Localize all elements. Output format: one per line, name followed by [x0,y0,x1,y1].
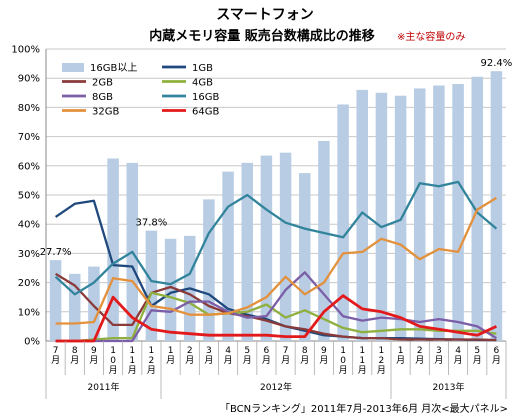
bar [490,71,503,341]
bar [145,230,158,341]
series-line [55,272,497,342]
y-tick-label: 30% [18,249,40,260]
bar [107,158,119,341]
series-line [55,294,497,343]
series-line [55,291,497,343]
y-tick-label: 80% [18,103,40,114]
legend-label: 16GB以上 [90,62,137,74]
legend-label: 4GB [192,78,213,89]
bar [318,140,330,341]
bar [433,85,445,341]
year-label: 2011年 [88,381,120,393]
series-line [55,196,498,325]
legend-label: 1GB [192,63,213,74]
y-tick-label: 70% [18,132,40,143]
y-tick-label: 0% [24,337,40,348]
data-label: 92.4% [481,58,513,69]
bar [222,171,234,341]
y-tick-label: 40% [18,220,40,231]
bar [49,260,62,341]
bar [260,155,273,341]
bar [375,92,388,341]
y-tick-label: 20% [18,278,40,289]
legend-label: 32GB [92,107,119,118]
bar [356,89,368,341]
bar [203,199,215,341]
plot-area: 0% 10% 20% 30% 40% 50% 60% 70% 80% 90% 100% 27.7% 37… [11,45,513,399]
legend-label: 64GB [192,107,219,118]
chart-note: ※主な容量のみ [397,30,465,43]
bar [241,162,253,341]
bar [69,273,81,341]
bar [88,266,100,341]
series-line [54,199,497,342]
legend-swatch [62,63,84,72]
legend-label: 16GB [192,92,219,103]
bar [337,104,349,341]
y-tick-label: 90% [18,74,40,85]
source-note: 「BCNランキング」2011年7月-2013年6月 月次<最大パネル> [220,402,508,415]
bar [414,88,426,341]
legend-label: 2GB [92,78,113,89]
series-line [54,180,498,296]
y-tick-label: 50% [18,191,40,202]
data-label: 37.8% [136,218,168,229]
y-tick-label: 60% [18,161,40,172]
chart-title-line2: 内蔵メモリ容量 販売台数構成比の推移 [149,28,375,44]
legend: 16GB以上 1GB 2GB 4GB 8GB 16GB 32GB 64GB [62,62,219,118]
year-label: 2013年 [433,381,465,393]
bar [452,84,464,341]
bar [299,173,311,341]
bar [279,152,292,341]
bar [164,238,177,341]
chart-title-line1: スマートフォン [216,7,314,23]
y-tick-label: 100% [11,45,40,56]
y-tick-label: 10% [18,307,40,318]
series-line [55,271,498,343]
year-label: 2012年 [260,381,292,393]
data-label: 27.7% [40,247,72,258]
legend-label: 8GB [92,92,113,103]
